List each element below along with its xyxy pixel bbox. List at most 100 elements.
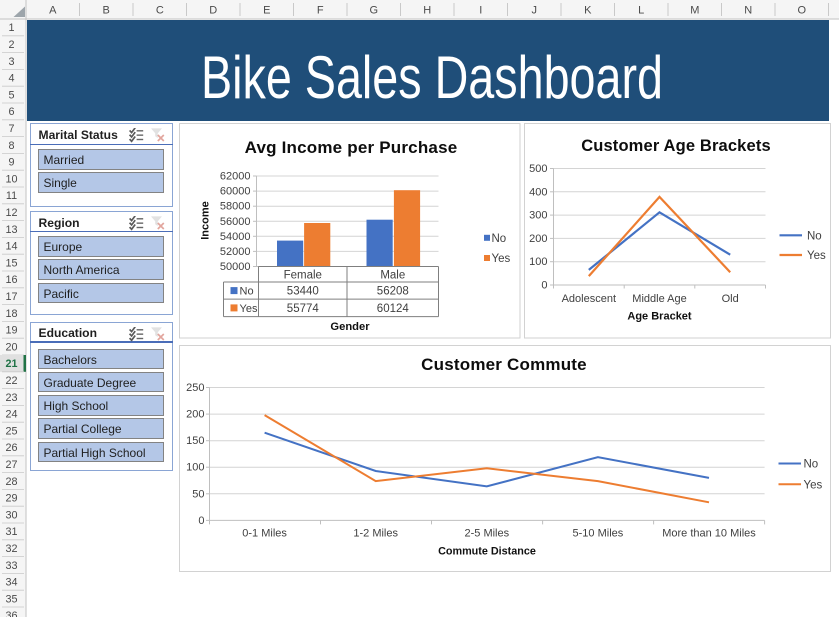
svg-text:Adolescent: Adolescent: [561, 293, 615, 305]
svg-text:M: M: [690, 5, 699, 17]
svg-text:No: No: [492, 233, 507, 245]
svg-text:1: 1: [8, 22, 14, 34]
svg-text:H: H: [423, 5, 431, 17]
svg-text:No: No: [804, 459, 819, 471]
svg-text:21: 21: [5, 358, 17, 370]
svg-text:Customer Commute: Customer Commute: [421, 355, 587, 374]
svg-text:0-1 Miles: 0-1 Miles: [242, 528, 287, 540]
svg-text:2: 2: [8, 39, 14, 51]
svg-text:12: 12: [5, 207, 17, 219]
svg-text:56208: 56208: [377, 286, 409, 298]
svg-text:50000: 50000: [220, 261, 251, 273]
svg-text:A: A: [49, 5, 57, 17]
svg-text:62000: 62000: [220, 171, 251, 183]
svg-text:10: 10: [5, 173, 17, 185]
svg-text:500: 500: [529, 163, 547, 175]
svg-text:Bike Sales Dashboard: Bike Sales Dashboard: [201, 44, 663, 111]
svg-text:Age Bracket: Age Bracket: [627, 311, 692, 323]
svg-text:5-10 Miles: 5-10 Miles: [573, 528, 624, 540]
svg-text:Gender: Gender: [330, 321, 370, 333]
svg-text:27: 27: [5, 459, 17, 471]
svg-text:8: 8: [8, 140, 14, 152]
svg-text:58000: 58000: [220, 201, 251, 213]
svg-text:60124: 60124: [377, 303, 410, 315]
svg-text:Yes: Yes: [804, 479, 823, 491]
svg-text:More than 10 Miles: More than 10 Miles: [662, 528, 756, 540]
svg-text:9: 9: [8, 157, 14, 169]
svg-text:3: 3: [8, 56, 14, 68]
svg-text:24: 24: [5, 409, 17, 421]
svg-text:14: 14: [5, 241, 17, 253]
svg-text:19: 19: [5, 325, 17, 337]
svg-text:34: 34: [5, 577, 17, 589]
svg-text:31: 31: [5, 526, 17, 538]
svg-text:B: B: [103, 5, 110, 17]
svg-text:16: 16: [5, 274, 17, 286]
svg-text:150: 150: [186, 435, 204, 447]
svg-text:Yes: Yes: [807, 250, 826, 262]
svg-text:17: 17: [5, 291, 17, 303]
svg-text:Customer Age Brackets: Customer Age Brackets: [581, 137, 771, 155]
svg-text:26: 26: [5, 442, 17, 454]
svg-text:50: 50: [192, 488, 204, 500]
svg-text:E: E: [263, 5, 270, 17]
svg-text:25: 25: [5, 425, 17, 437]
svg-text:Female: Female: [284, 270, 322, 282]
svg-text:Old: Old: [721, 293, 738, 305]
svg-text:56000: 56000: [220, 216, 251, 228]
svg-text:60000: 60000: [220, 186, 251, 198]
svg-text:33: 33: [5, 560, 17, 572]
svg-text:100: 100: [186, 462, 204, 474]
svg-text:200: 200: [529, 233, 547, 245]
svg-text:Middle Age: Middle Age: [632, 293, 686, 305]
svg-text:K: K: [584, 5, 592, 17]
svg-text:100: 100: [529, 256, 547, 268]
svg-text:N: N: [744, 5, 752, 17]
svg-text:23: 23: [5, 392, 17, 404]
svg-text:0: 0: [541, 280, 547, 292]
svg-text:Income: Income: [200, 201, 212, 240]
svg-text:C: C: [156, 5, 164, 17]
svg-text:36: 36: [5, 610, 17, 617]
svg-text:400: 400: [529, 186, 547, 198]
svg-text:15: 15: [5, 257, 17, 269]
svg-text:Yes: Yes: [240, 303, 258, 315]
svg-text:250: 250: [186, 382, 204, 394]
svg-text:1-2 Miles: 1-2 Miles: [353, 528, 398, 540]
svg-text:7: 7: [8, 123, 14, 135]
svg-text:35: 35: [5, 593, 17, 605]
svg-text:0: 0: [198, 515, 204, 527]
svg-text:Yes: Yes: [492, 253, 511, 265]
svg-text:I: I: [479, 5, 482, 17]
svg-text:5: 5: [8, 89, 14, 101]
svg-text:200: 200: [186, 409, 204, 421]
svg-text:52000: 52000: [220, 246, 251, 258]
svg-text:Commute Distance: Commute Distance: [438, 546, 536, 558]
svg-text:F: F: [317, 5, 324, 17]
svg-text:G: G: [370, 5, 379, 17]
svg-text:No: No: [240, 286, 254, 298]
svg-text:O: O: [798, 5, 807, 17]
svg-text:J: J: [531, 5, 537, 17]
svg-text:28: 28: [5, 476, 17, 488]
svg-text:32: 32: [5, 543, 17, 555]
svg-text:22: 22: [5, 375, 17, 387]
svg-text:11: 11: [6, 190, 17, 202]
svg-text:Avg Income per Purchase: Avg Income per Purchase: [245, 138, 458, 157]
svg-text:18: 18: [5, 308, 17, 320]
svg-text:29: 29: [5, 493, 17, 505]
svg-text:6: 6: [8, 106, 14, 118]
svg-text:20: 20: [5, 341, 17, 353]
svg-text:Male: Male: [380, 270, 405, 282]
svg-text:2-5 Miles: 2-5 Miles: [464, 528, 509, 540]
svg-text:30: 30: [5, 509, 17, 521]
svg-text:55774: 55774: [287, 303, 320, 315]
svg-text:4: 4: [8, 73, 14, 85]
svg-text:300: 300: [529, 210, 547, 222]
svg-text:No: No: [807, 230, 822, 242]
svg-text:D: D: [209, 5, 217, 17]
svg-text:13: 13: [5, 224, 17, 236]
svg-text:L: L: [638, 5, 644, 17]
svg-text:54000: 54000: [220, 231, 251, 243]
svg-text:53440: 53440: [287, 286, 319, 298]
